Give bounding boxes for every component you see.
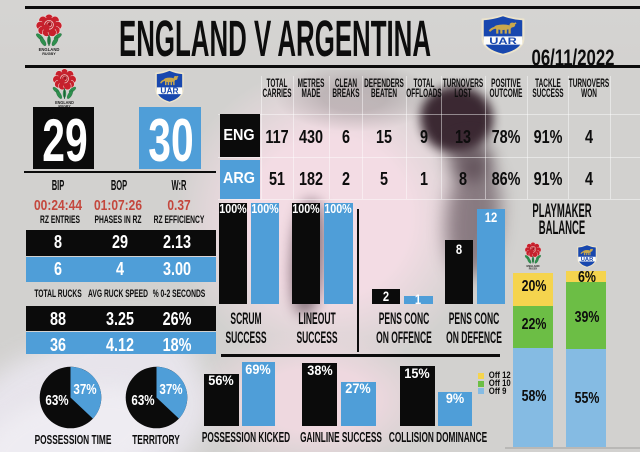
svg-text:06/11/2022: 06/11/2022 (532, 45, 615, 71)
svg-text:ENGLAND V ARGENTINA: ENGLAND V ARGENTINA (119, 10, 431, 67)
